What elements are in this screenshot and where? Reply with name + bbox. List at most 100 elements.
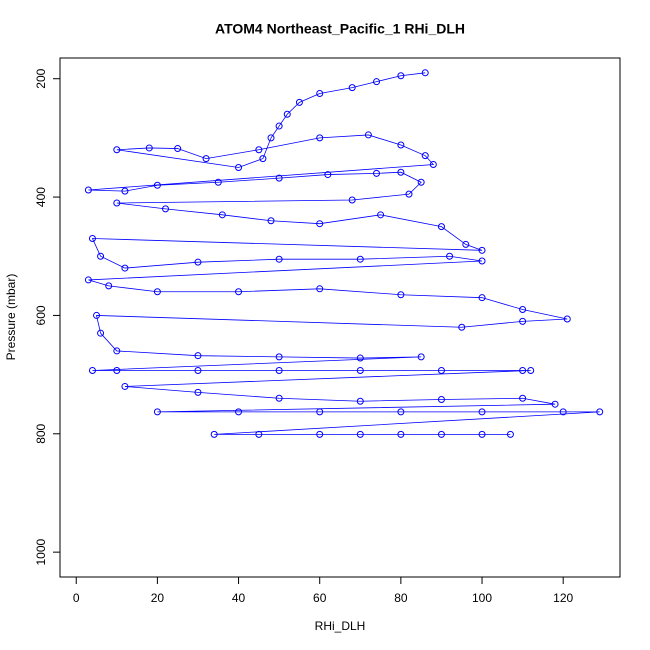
point (121, 382, 129, 390)
point (145, 144, 153, 152)
y-tick-label: 200 (34, 68, 48, 88)
point (235, 408, 243, 416)
point (295, 98, 303, 106)
point (235, 163, 243, 171)
point (373, 78, 381, 86)
x-tick-label: 40 (232, 591, 246, 605)
point (397, 408, 405, 416)
point (275, 366, 283, 374)
point (563, 315, 571, 323)
y-axis-label: Pressure (mbar) (4, 274, 18, 361)
point (275, 255, 283, 263)
point (478, 408, 486, 416)
x-tick-label: 80 (394, 591, 408, 605)
point (527, 366, 535, 374)
point (153, 408, 161, 416)
x-tick-label: 100 (472, 591, 492, 605)
point (478, 294, 486, 302)
point (235, 288, 243, 296)
point (113, 347, 121, 355)
point (267, 217, 275, 225)
point (519, 366, 527, 374)
point (153, 181, 161, 189)
plot-frame (59, 57, 621, 578)
point (255, 430, 263, 438)
point (478, 246, 486, 254)
point (348, 196, 356, 204)
point (88, 366, 96, 374)
point (121, 264, 129, 272)
point (356, 255, 364, 263)
chart-title: ATOM4 Northeast_Pacific_1 RHi_DLH (215, 21, 465, 37)
point (356, 366, 364, 374)
point (316, 430, 324, 438)
point (356, 430, 364, 438)
x-tick-label: 0 (73, 591, 80, 605)
point (113, 199, 121, 207)
point (397, 430, 405, 438)
point (417, 178, 425, 186)
point (559, 408, 567, 416)
series-line (88, 72, 600, 435)
point (275, 122, 283, 130)
point (113, 146, 121, 154)
point (373, 169, 381, 177)
point (421, 69, 429, 77)
point (214, 178, 222, 186)
point (519, 394, 527, 402)
point (458, 323, 466, 331)
y-tick-label: 600 (34, 305, 48, 325)
point (397, 72, 405, 80)
point (348, 84, 356, 92)
point (153, 288, 161, 296)
point (377, 211, 385, 219)
point (121, 187, 129, 195)
point (194, 366, 202, 374)
point (113, 366, 121, 374)
point (255, 146, 263, 154)
point (397, 141, 405, 149)
point (551, 400, 559, 408)
point (194, 258, 202, 266)
point (437, 223, 445, 231)
point (596, 408, 604, 416)
point (478, 257, 486, 265)
point (202, 155, 210, 163)
point (316, 408, 324, 416)
point (84, 186, 92, 194)
point (405, 190, 413, 198)
point (506, 430, 514, 438)
point (97, 329, 105, 337)
x-tick-label: 120 (553, 591, 573, 605)
point (283, 110, 291, 118)
point (421, 152, 429, 160)
point (162, 205, 170, 213)
y-tick-label: 800 (34, 423, 48, 443)
point (267, 134, 275, 142)
x-tick-label: 60 (313, 591, 327, 605)
point (275, 174, 283, 182)
point (356, 397, 364, 405)
point (97, 252, 105, 260)
point (88, 234, 96, 242)
point (519, 317, 527, 325)
point (437, 366, 445, 374)
y-tick-label: 1000 (34, 538, 48, 565)
point (437, 430, 445, 438)
point (316, 220, 324, 228)
point (210, 430, 218, 438)
point (437, 395, 445, 403)
point (446, 252, 454, 260)
point (316, 90, 324, 98)
point (462, 240, 470, 248)
point (519, 306, 527, 314)
point (194, 388, 202, 396)
point (324, 171, 332, 179)
point (397, 168, 405, 176)
point (174, 145, 182, 153)
point (93, 311, 101, 319)
point (356, 354, 364, 362)
point (194, 352, 202, 360)
point (275, 394, 283, 402)
